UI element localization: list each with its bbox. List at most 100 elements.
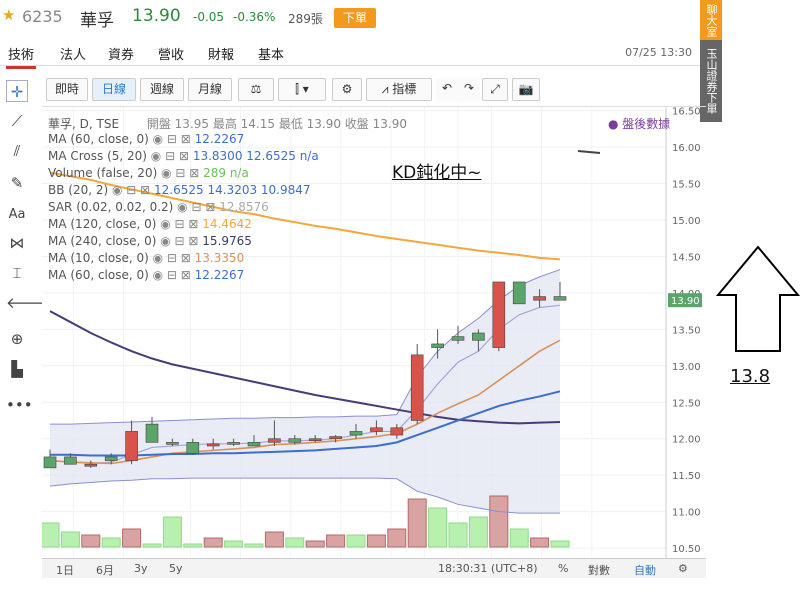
candle-type-icon[interactable]: ⫿ ▾ (278, 78, 326, 101)
interval-weekly-button[interactable]: 週線 (140, 78, 184, 101)
fullscreen-icon[interactable]: ⤢ (482, 78, 508, 101)
interval-monthly-button[interactable]: 月線 (188, 78, 232, 101)
indicator-value: 14.4642 (202, 217, 252, 231)
candle-body (84, 463, 98, 467)
text-icon[interactable]: Aa (8, 207, 26, 222)
indicator-value: 12.2267 (194, 268, 245, 282)
candle-body (145, 423, 159, 443)
indicator-row[interactable]: SAR (0.02, 0.02, 0.2) ◉ ⊟ ⊠ 12.8576 (48, 200, 269, 214)
candle-body (349, 431, 363, 436)
tab-technical[interactable]: 技術 (5, 44, 37, 69)
more-icon[interactable]: ••• (6, 396, 33, 414)
chart-area[interactable]: 10.5011.0011.5012.0012.5013.0013.5014.00… (40, 106, 706, 579)
price-chart[interactable]: 10.5011.0011.5012.0012.5013.0013.5014.00… (40, 107, 706, 579)
candle-body (206, 443, 220, 447)
indicator-row[interactable]: MA (60, close, 0) ◉ ⊟ ⊠ 12.2267 (48, 268, 244, 282)
price-change-pct: -0.36% (233, 10, 276, 24)
indicator-label: MA (120, close, 0) (48, 217, 157, 231)
camera-icon[interactable]: 📷 (512, 78, 540, 101)
fib-icon[interactable]: ⫽ (13, 142, 21, 160)
indicator-row[interactable]: MA (240, close, 0) ◉ ⊟ ⊠ 15.9765 (48, 234, 252, 248)
undo-icon[interactable]: ↶ (436, 78, 458, 101)
tab-revenue[interactable]: 營收 (158, 48, 185, 63)
favorite-star-icon[interactable]: ★ (2, 6, 16, 24)
interval-daily-button[interactable]: 日線 (92, 78, 136, 101)
volume-bar (162, 516, 182, 548)
range-3y[interactable]: 3y (134, 562, 148, 575)
volume-bar (428, 507, 448, 548)
price-change: -0.05 (193, 10, 225, 24)
range-6m[interactable]: 6月 (96, 564, 114, 577)
indicator-button[interactable]: ⩘ 指標 (366, 78, 432, 101)
place-order-button[interactable]: 下單 (334, 8, 376, 28)
indicator-row[interactable]: MA (120, close, 0) ◉ ⊟ ⊠ 14.4642 (48, 217, 252, 231)
bottom-settings-icon[interactable]: ⚙ (678, 562, 688, 575)
brush-icon[interactable]: ✎ (10, 174, 24, 192)
percent-toggle[interactable]: % (558, 562, 569, 575)
indicator-label: 指標 (392, 82, 417, 96)
indicator-controls-icon[interactable]: ◉ ⊟ ⊠ (148, 251, 195, 265)
trendline-icon[interactable]: ⟋ (11, 112, 23, 130)
y-tick-label: 13.00 (672, 362, 701, 373)
indicator-label: MA (10, close, 0) (48, 251, 149, 265)
indicator-controls-icon[interactable]: ◉ ⊟ ⊠ (148, 268, 195, 282)
back-arrow-icon[interactable]: 🡐 (6, 294, 47, 312)
legend-title-row: 華孚, D, TSE 開盤 13.95 最高 14.15 最低 13.90 收盤… (48, 115, 407, 132)
stock-name: 華孚 (80, 11, 114, 31)
tab-margin[interactable]: 資券 (108, 48, 135, 63)
indicator-label: BB (20, 2) (48, 183, 109, 197)
volume-bar (448, 522, 468, 548)
indicator-controls-icon[interactable]: ◉ ⊟ ⊠ (173, 200, 220, 214)
indicator-row[interactable]: MA (60, close, 0) ◉ ⊟ ⊠ 12.2267 (48, 132, 244, 146)
volume-bar (122, 528, 142, 548)
volume-bar (366, 534, 386, 548)
indicator-controls-icon[interactable]: ◉ ⊟ ⊠ (146, 149, 193, 163)
indicator-row[interactable]: Volume (false, 20) ◉ ⊟ ⊠ 289 n/a (48, 166, 249, 180)
indicator-row[interactable]: MA (10, close, 0) ◉ ⊟ ⊠ 13.3350 (48, 251, 244, 265)
settings-icon[interactable]: ⚙ (332, 78, 362, 101)
bb-lower-line (49, 477, 560, 514)
indicator-controls-icon[interactable]: ◉ ⊟ ⊠ (157, 166, 204, 180)
legend-ohlc: 開盤 13.95 最高 14.15 最低 13.90 收盤 13.90 (146, 117, 407, 131)
esun-order-button[interactable]: 玉山證券下單 (700, 40, 722, 122)
range-5y[interactable]: 5y (169, 562, 183, 575)
chat-room-button[interactable]: 聊大室 (700, 0, 722, 40)
candle-body (104, 456, 118, 461)
candle-body (166, 442, 179, 445)
candle-body (451, 336, 465, 341)
indicator-controls-icon[interactable]: ◉ ⊟ ⊠ (156, 234, 203, 248)
candle-body (227, 442, 240, 445)
interval-realtime-button[interactable]: 即時 (46, 78, 88, 101)
after-hours-link[interactable]: ● 盤後數據 (608, 117, 671, 131)
pattern-icon[interactable]: ⋈ (9, 234, 25, 252)
crosshair-icon[interactable]: ✛ (6, 80, 28, 102)
tab-financials[interactable]: 財報 (208, 48, 235, 63)
candle-body (410, 354, 424, 421)
log-toggle[interactable]: 對數 (588, 564, 610, 577)
y-tick-label: 12.00 (672, 435, 701, 446)
bottom-bar: 1日 6月 3y 5y 18:30:31 (UTC+8) % 對數 自動 ⚙ (42, 558, 706, 578)
measure-icon[interactable]: ⌶ (12, 264, 22, 282)
indicator-controls-icon[interactable]: ◉ ⊟ ⊠ (156, 217, 203, 231)
candle-body (472, 332, 485, 341)
candle-body (390, 427, 404, 436)
indicator-controls-icon[interactable]: ◉ ⊟ ⊠ (148, 132, 195, 146)
compare-icon[interactable]: ⚖ (238, 78, 274, 101)
volume-bar (81, 534, 101, 548)
range-1d[interactable]: 1日 (56, 564, 74, 577)
indicator-row[interactable]: BB (20, 2) ◉ ⊟ ⊠ 12.6525 14.3203 10.9847 (48, 183, 311, 197)
candle-body (329, 436, 342, 440)
auto-toggle[interactable]: 自動 (634, 564, 656, 577)
tab-institutional[interactable]: 法人 (60, 48, 87, 63)
indicator-row[interactable]: MA Cross (5, 20) ◉ ⊟ ⊠ 13.8300 12.6525 n… (48, 149, 319, 163)
zoom-icon[interactable]: ⊕ (10, 330, 24, 348)
indicator-controls-icon[interactable]: ◉ ⊟ ⊠ (108, 183, 155, 197)
plot-background (42, 107, 666, 559)
ma120-line (49, 171, 561, 261)
up-arrow-icon (716, 245, 800, 352)
volume-bar (285, 537, 305, 548)
volume-bar (40, 522, 60, 548)
redo-icon[interactable]: ↷ (458, 78, 480, 101)
ruler-icon[interactable]: ▙ (11, 360, 23, 378)
tab-fundamentals[interactable]: 基本 (258, 48, 285, 63)
